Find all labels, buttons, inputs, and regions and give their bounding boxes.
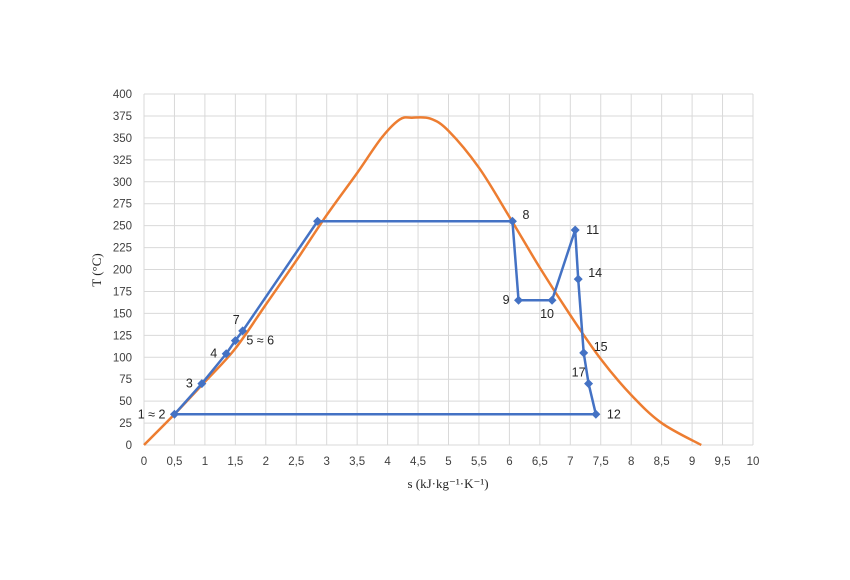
point-label: 9 (503, 293, 510, 307)
saturation-curve-layer (143, 116, 702, 447)
y-tick-label: 250 (113, 221, 132, 233)
cycle-marker (313, 216, 323, 226)
cycle-marker (584, 379, 594, 389)
x-tick-label: 1,5 (227, 456, 243, 468)
y-tick-label: 25 (119, 418, 132, 430)
point-label: 15 (594, 340, 608, 354)
grid (143, 93, 754, 446)
y-tick-label: 0 (126, 440, 132, 452)
point-label: 10 (540, 307, 554, 321)
x-axis-title: s (kJ·kg⁻¹·K⁻¹) (407, 476, 488, 491)
y-tick-label: 125 (113, 330, 132, 342)
point-label: 12 (607, 407, 621, 421)
y-tick-label: 50 (119, 396, 132, 408)
y-tick-label: 175 (113, 286, 132, 298)
y-tick-label: 350 (113, 133, 132, 145)
point-label: 8 (522, 208, 529, 222)
x-tick-label: 3,5 (349, 456, 365, 468)
cycle-marker (230, 336, 240, 346)
x-tick-label: 7,5 (593, 456, 609, 468)
tick-labels: 0 0,5 1 1,5 2 2,5 3 3,5 4 4,5 5 5,5 6 6,5 7 7,5 8 8,5 9 9,5… (113, 89, 760, 468)
x-tick-label: 7 (567, 456, 573, 468)
x-tick-label: 5,5 (471, 456, 487, 468)
cycle-marker (579, 348, 589, 358)
x-tick-label: 1 (202, 456, 208, 468)
cycle-layer (169, 216, 601, 419)
cycle-marker (169, 409, 179, 419)
cycle-marker (514, 295, 524, 305)
point-label: 5 ≈ 6 (246, 334, 274, 348)
cycle-marker (547, 295, 557, 305)
y-tick-label: 375 (113, 111, 132, 123)
point-label: 11 (586, 223, 599, 237)
point-label: 3 (186, 377, 193, 391)
y-tick-label: 325 (113, 155, 132, 167)
cycle-marker (221, 349, 231, 359)
cycle-marker (197, 379, 207, 389)
y-tick-label: 400 (113, 89, 132, 101)
x-tick-label: 6,5 (532, 456, 548, 468)
cycle-marker (507, 216, 517, 226)
cycle-marker (570, 225, 580, 235)
x-tick-label: 8,5 (654, 456, 670, 468)
x-tick-label: 0,5 (166, 456, 182, 468)
saturation-curve-line (143, 116, 702, 447)
point-label: 1 ≈ 2 (138, 407, 166, 421)
x-tick-label: 10 (747, 456, 760, 468)
x-tick-label: 4 (384, 456, 391, 468)
x-tick-label: 5 (445, 456, 451, 468)
y-tick-label: 200 (113, 265, 132, 277)
y-tick-label: 150 (113, 308, 132, 320)
x-tick-label: 0 (141, 456, 147, 468)
point-label: 7 (233, 313, 240, 327)
point-label: 14 (588, 266, 602, 280)
y-tick-label: 100 (113, 352, 132, 364)
x-tick-label: 2,5 (288, 456, 304, 468)
y-tick-label: 75 (119, 374, 132, 386)
cycle-marker (591, 409, 601, 419)
point-labels: 1 ≈ 2 3 4 5 ≈ 6 7 8 9 10 11 14 15 17 12 (138, 208, 621, 421)
point-label: 4 (210, 347, 217, 361)
x-tick-label: 9 (689, 456, 695, 468)
x-tick-label: 6 (506, 456, 512, 468)
y-axis-title: T (°C) (89, 253, 104, 286)
x-tick-label: 2 (263, 456, 269, 468)
y-tick-label: 275 (113, 199, 132, 211)
x-tick-label: 4,5 (410, 456, 426, 468)
y-tick-label: 300 (113, 177, 132, 189)
x-tick-label: 9,5 (715, 456, 731, 468)
cycle-marker (238, 326, 248, 336)
x-tick-label: 8 (628, 456, 634, 468)
y-tick-label: 225 (113, 243, 132, 255)
point-label: 17 (572, 366, 586, 380)
cycle-marker (573, 274, 583, 284)
x-tick-label: 3 (323, 456, 329, 468)
